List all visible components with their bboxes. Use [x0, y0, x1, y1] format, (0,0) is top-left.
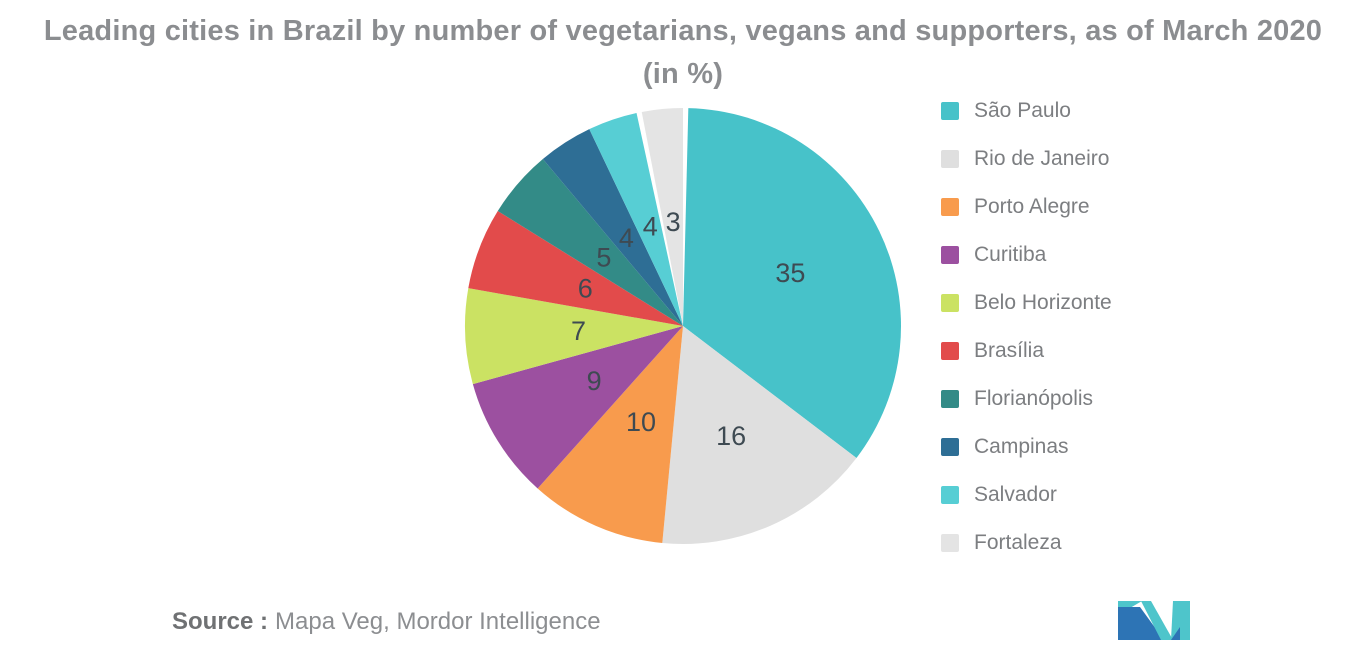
- legend-label-brasilia: Brasília: [974, 339, 1045, 362]
- chart-title: Leading cities in Brazil by number of ve…: [43, 15, 1323, 47]
- legend-item-brasilia: Brasília: [941, 327, 1112, 375]
- pie-value-label-belo-horizonte: 7: [571, 316, 586, 346]
- pie-slice-curitiba: [472, 326, 683, 489]
- legend-swatch-curitiba: [941, 246, 959, 264]
- logo-blue-shape: [1118, 607, 1164, 640]
- mordor-intelligence-logo: [1118, 601, 1190, 640]
- legend-item-salvador: Salvador: [941, 471, 1112, 519]
- legend-item-florianopolis: Florianópolis: [941, 375, 1112, 423]
- legend-item-campinas: Campinas: [941, 423, 1112, 471]
- pie-slice-rio-de-janeiro: [662, 326, 857, 544]
- source-label: Source :: [172, 608, 269, 635]
- legend-label-fortaleza: Fortaleza: [974, 531, 1062, 554]
- legend-label-curitiba: Curitiba: [974, 243, 1047, 266]
- legend-label-salvador: Salvador: [974, 483, 1057, 506]
- legend-swatch-salvador: [941, 486, 959, 504]
- pie-value-label-campinas: 4: [619, 223, 634, 253]
- legend-item-fortaleza: Fortaleza: [941, 519, 1112, 567]
- legend-swatch-belo-horizonte: [941, 294, 959, 312]
- legend-label-belo-horizonte: Belo Horizonte: [974, 291, 1112, 314]
- source-line: Source : Mapa Veg, Mordor Intelligence: [172, 608, 601, 636]
- chart-subtitle: (in %): [642, 57, 724, 90]
- pie-slice-belo-horizonte: [464, 288, 683, 385]
- chart-title-block: Leading cities in Brazil by number of ve…: [0, 14, 1366, 92]
- legend-swatch-sao-paulo: [941, 102, 959, 120]
- pie-slice-florianopolis: [497, 159, 683, 326]
- legend-label-rio-de-janeiro: Rio de Janeiro: [974, 147, 1110, 170]
- pie-value-label-florianopolis: 5: [596, 243, 611, 273]
- legend-label-sao-paulo: São Paulo: [974, 99, 1071, 122]
- pie-value-label-brasilia: 6: [578, 274, 593, 304]
- pie-value-label-fortaleza: 3: [666, 207, 681, 237]
- pie-slice-campinas: [542, 129, 683, 326]
- pie-slice-sao-paulo: [683, 108, 901, 459]
- pie-value-label-curitiba: 9: [587, 366, 602, 396]
- pie-value-label-porto-alegre: 10: [626, 407, 656, 437]
- pie-slice-brasilia: [468, 211, 683, 326]
- legend: São Paulo Rio de Janeiro Porto Alegre Curit…: [941, 87, 1112, 567]
- source-text: Mapa Veg, Mordor Intelligence: [275, 608, 601, 635]
- pie-slice-salvador: [589, 113, 683, 326]
- legend-swatch-brasilia: [941, 342, 959, 360]
- pie-slice-fortaleza: [641, 108, 683, 326]
- logo-teal-bar: [1171, 601, 1190, 640]
- legend-swatch-florianopolis: [941, 390, 959, 408]
- legend-swatch-rio-de-janeiro: [941, 150, 959, 168]
- legend-label-florianopolis: Florianópolis: [974, 387, 1094, 410]
- logo-teal-diagonal: [1141, 601, 1173, 640]
- legend-label-porto-alegre: Porto Alegre: [974, 195, 1090, 218]
- pie-slice-porto-alegre: [537, 326, 683, 544]
- legend-swatch-campinas: [941, 438, 959, 456]
- legend-label-campinas: Campinas: [974, 435, 1069, 458]
- legend-item-porto-alegre: Porto Alegre: [941, 183, 1112, 231]
- legend-item-rio-de-janeiro: Rio de Janeiro: [941, 135, 1112, 183]
- legend-item-sao-paulo: São Paulo: [941, 87, 1112, 135]
- pie-value-label-salvador: 4: [643, 212, 658, 242]
- pie-value-label-sao-paulo: 35: [775, 258, 805, 288]
- legend-item-curitiba: Curitiba: [941, 231, 1112, 279]
- legend-swatch-porto-alegre: [941, 198, 959, 216]
- legend-item-belo-horizonte: Belo Horizonte: [941, 279, 1112, 327]
- logo-blue-accent: [1171, 627, 1180, 640]
- pie-value-label-rio-de-janeiro: 16: [716, 421, 746, 451]
- legend-swatch-fortaleza: [941, 534, 959, 552]
